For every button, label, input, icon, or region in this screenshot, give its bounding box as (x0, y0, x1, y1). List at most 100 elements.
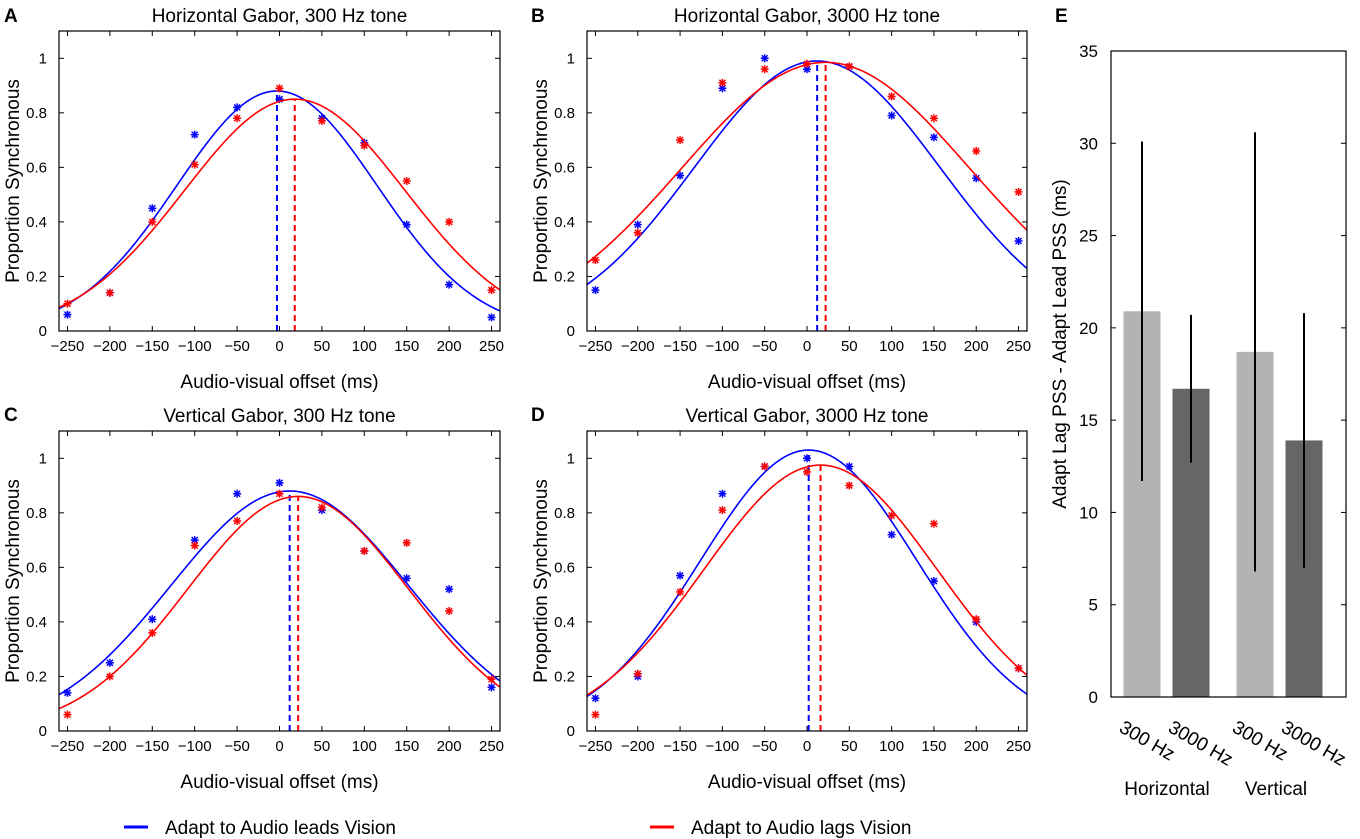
data-point (317, 503, 326, 512)
data-point-stroke (888, 112, 896, 120)
series-lead (59, 478, 500, 731)
y-tick-label: 5 (1089, 596, 1098, 615)
data-point (487, 675, 496, 684)
y-tick-label: 10 (1079, 503, 1098, 522)
data-point-stroke (634, 221, 642, 229)
x-tick-label: −150 (663, 338, 697, 355)
y-tick-label: 1 (567, 50, 575, 67)
data-point (233, 103, 242, 112)
data-point-stroke (487, 675, 496, 683)
data-point (845, 462, 854, 471)
data-point-stroke (972, 174, 980, 182)
x-tick-label: 150 (394, 338, 419, 355)
y-tick-label: 0.4 (554, 614, 575, 631)
data-point (360, 141, 369, 150)
data-point (803, 467, 811, 476)
data-point (972, 147, 981, 155)
y-tick-label: 0.8 (554, 105, 575, 122)
y-tick-label: 0.4 (554, 214, 575, 231)
x-tick-label: −50 (224, 738, 249, 755)
data-point-stroke (1015, 664, 1023, 672)
data-point-stroke (318, 503, 326, 511)
category-label: 300 Hz (1229, 717, 1292, 765)
data-point-stroke (233, 103, 241, 111)
y-tick-label: 1 (39, 50, 47, 67)
data-point (233, 517, 242, 525)
data-point-stroke (803, 468, 811, 476)
legend-label-lead: Adapt to Audio leads Vision (165, 818, 396, 839)
data-point (633, 220, 642, 229)
data-point (676, 571, 685, 580)
data-point (929, 519, 938, 528)
y-tick-label: 0 (1089, 688, 1098, 707)
data-point (718, 489, 727, 498)
data-point-stroke (761, 65, 769, 73)
x-tick-label: 100 (352, 338, 377, 355)
data-point (591, 256, 600, 265)
data-point-stroke (972, 615, 980, 623)
x-axis-label: Audio-visual offset (ms) (180, 372, 378, 393)
series-lag (59, 84, 500, 331)
data-point (591, 694, 600, 703)
data-point-stroke (718, 490, 726, 498)
fit-curve (59, 90, 500, 312)
data-point-stroke (445, 607, 453, 615)
x-tick-label: −100 (178, 738, 212, 755)
data-point (760, 54, 769, 63)
data-point (63, 310, 72, 319)
y-tick-label: 0.6 (554, 159, 575, 176)
data-point-stroke (445, 585, 453, 593)
panel-b: B Horizontal Gabor, 3000 Hz tone−250 −200−… (531, 6, 1031, 393)
data-point (887, 530, 896, 539)
data-point (591, 286, 600, 295)
data-point-stroke (403, 539, 411, 547)
data-point (105, 672, 114, 681)
data-point-stroke (360, 142, 368, 150)
data-point-stroke (803, 65, 811, 73)
data-point-stroke (845, 462, 853, 470)
y-tick-label: 1 (39, 450, 47, 467)
data-point (633, 669, 642, 678)
group-label-horizontal: Horizontal (1124, 779, 1210, 800)
data-point (275, 478, 284, 487)
x-tick-label: 200 (437, 338, 462, 355)
x-tick-label: −150 (135, 338, 169, 355)
panel-d: D Vertical Gabor, 3000 Hz tone −250 −200 −15… (531, 405, 1031, 793)
data-point-stroke (445, 218, 453, 226)
data-point (233, 489, 242, 498)
y-axis-label: Proportion Synchronous (531, 479, 552, 683)
y-tick-label: 0.4 (26, 614, 47, 631)
y-tick-label: 0.2 (554, 268, 575, 285)
data-point-stroke (888, 531, 896, 539)
y-axis-label: Proportion Synchronous (531, 79, 552, 283)
category-label: 3000 Hz (1165, 717, 1237, 771)
data-point-stroke (930, 577, 938, 585)
data-point-stroke (275, 490, 284, 498)
data-point (718, 78, 727, 87)
data-point-stroke (634, 670, 642, 678)
y-tick-label: 0.8 (26, 505, 47, 522)
data-point-stroke (191, 131, 199, 139)
data-point-stroke (275, 84, 284, 92)
y-tick-label: 0.4 (26, 214, 47, 231)
data-point (487, 313, 496, 322)
data-point (887, 111, 896, 120)
data-point (1014, 187, 1023, 196)
data-point-stroke (63, 711, 72, 719)
data-point-stroke (930, 114, 938, 122)
y-tick-label: 0 (39, 723, 47, 740)
data-point (360, 547, 369, 555)
data-point-stroke (1015, 188, 1023, 196)
data-point-stroke (888, 512, 896, 520)
data-point-stroke (803, 454, 811, 462)
x-tick-label: −50 (224, 338, 249, 355)
data-point-stroke (1015, 237, 1023, 245)
plot-frame (586, 30, 1028, 332)
fit-curve (59, 495, 500, 710)
y-tick-label: 0 (567, 723, 575, 740)
data-point-stroke (718, 506, 726, 514)
data-point (402, 574, 411, 583)
data-point (275, 84, 284, 93)
x-axis-label: Audio-visual offset (ms) (708, 372, 906, 393)
x-tick-label: 150 (394, 738, 419, 755)
